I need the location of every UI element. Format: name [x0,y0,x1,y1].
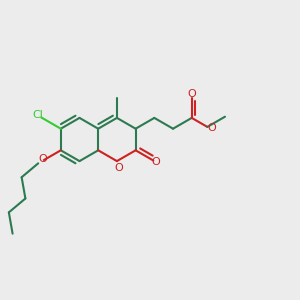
Text: O: O [188,89,196,99]
Text: O: O [38,154,47,164]
Text: O: O [151,157,160,167]
Text: O: O [208,123,217,134]
Text: O: O [114,163,123,173]
Text: Cl: Cl [32,110,43,120]
